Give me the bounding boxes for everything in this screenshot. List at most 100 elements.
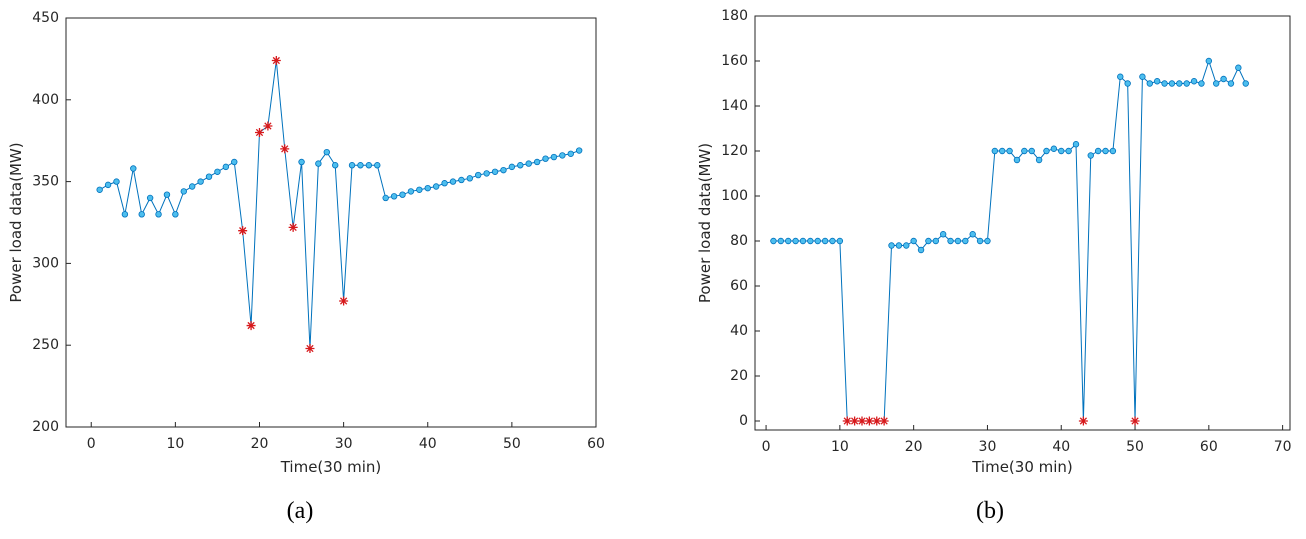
data-line [99, 60, 580, 349]
point-marker [976, 237, 984, 245]
x-tick-label: 10 [831, 439, 849, 455]
point-marker [222, 163, 230, 171]
point-marker [416, 186, 423, 193]
point-marker [315, 160, 322, 167]
y-axis-label: Power load data(MW) [7, 142, 25, 302]
point-marker [197, 178, 204, 185]
point-marker [1220, 75, 1227, 83]
x-tick-label: 30 [979, 439, 997, 455]
y-tick-label: 450 [32, 10, 59, 26]
x-axis-label: Time(30 min) [280, 458, 382, 476]
point-marker [483, 170, 490, 177]
y-tick-label: 100 [721, 188, 748, 204]
point-marker [491, 168, 499, 175]
point-marker [1072, 141, 1080, 148]
x-tick-label: 70 [1274, 439, 1292, 455]
y-tick-label: 250 [32, 337, 59, 353]
y-axis-label: Power load data(MW) [696, 143, 714, 303]
point-marker [1146, 80, 1153, 87]
point-marker [1013, 156, 1021, 164]
x-tick-label: 20 [905, 439, 923, 455]
point-marker [1235, 64, 1242, 71]
anomaly-marker [850, 416, 860, 426]
point-marker [799, 237, 807, 245]
point-marker [382, 194, 389, 202]
y-tick-label: 180 [721, 8, 748, 24]
point-marker [449, 178, 457, 185]
y-tick-label: 140 [721, 98, 748, 114]
anomaly-marker [879, 416, 889, 426]
point-marker [1021, 147, 1028, 155]
point-marker [917, 246, 925, 254]
y-tick-label: 0 [739, 413, 748, 429]
anomaly-marker [288, 222, 298, 232]
point-marker [432, 183, 440, 190]
point-marker [374, 162, 381, 169]
point-marker [231, 158, 238, 166]
y-tick-label: 200 [32, 419, 59, 435]
chart: 0 10 20 30 40 50 60 70 0 20 40 60 80 100 120 140 160 180 T… [696, 8, 1292, 524]
anomaly-marker [1078, 416, 1088, 426]
point-marker [954, 237, 962, 245]
point-marker [104, 181, 112, 189]
anomaly-marker [271, 56, 281, 66]
point-marker [332, 162, 339, 169]
point-marker [1205, 57, 1213, 65]
point-marker [508, 163, 516, 171]
point-marker [785, 237, 792, 245]
point-marker [550, 153, 558, 161]
point-marker [1161, 80, 1168, 87]
point-marker [1043, 147, 1050, 155]
point-marker [121, 211, 129, 218]
point-marker [113, 178, 120, 185]
point-marker [567, 150, 574, 157]
point-marker [407, 188, 415, 195]
x-tick-label: 20 [251, 436, 269, 452]
point-marker [458, 176, 465, 184]
point-marker [836, 237, 844, 245]
anomaly-marker [238, 226, 248, 236]
point-marker [525, 160, 532, 167]
anomaly-marker [339, 296, 349, 306]
point-marker [969, 231, 976, 238]
point-marker [357, 162, 364, 169]
point-marker [962, 237, 969, 245]
point-marker [424, 184, 431, 192]
point-marker [466, 175, 474, 182]
point-marker [770, 237, 777, 245]
point-marker [814, 237, 821, 245]
point-marker [984, 237, 991, 245]
x-tick-label: 30 [335, 436, 353, 452]
x-tick-label: 50 [1126, 439, 1144, 455]
point-marker [155, 211, 162, 218]
caption: (b) [976, 498, 1004, 524]
x-tick-label: 60 [587, 436, 605, 452]
point-marker [821, 237, 829, 245]
point-marker [895, 242, 903, 249]
point-marker [1139, 73, 1146, 80]
point-marker [1109, 147, 1117, 155]
point-marker [1213, 80, 1220, 87]
anomaly-marker [872, 416, 882, 426]
point-marker [777, 237, 785, 245]
x-tick-label: 40 [1052, 439, 1070, 455]
point-marker [163, 191, 171, 198]
y-tick-label: 350 [32, 174, 59, 190]
point-marker [146, 194, 154, 202]
point-marker [991, 147, 999, 155]
point-marker [792, 237, 799, 245]
data-line [773, 59, 1247, 422]
point-marker [1242, 80, 1249, 87]
point-marker [96, 186, 103, 193]
x-tick-label: 40 [419, 436, 437, 452]
y-tick-label: 120 [721, 143, 748, 159]
x-tick-label: 0 [87, 436, 96, 452]
point-marker [1028, 147, 1035, 155]
point-marker [214, 168, 221, 175]
point-marker [1227, 80, 1235, 87]
anomaly-marker [280, 144, 290, 154]
point-marker [323, 148, 330, 156]
point-marker [903, 242, 910, 249]
point-marker [1117, 73, 1124, 80]
